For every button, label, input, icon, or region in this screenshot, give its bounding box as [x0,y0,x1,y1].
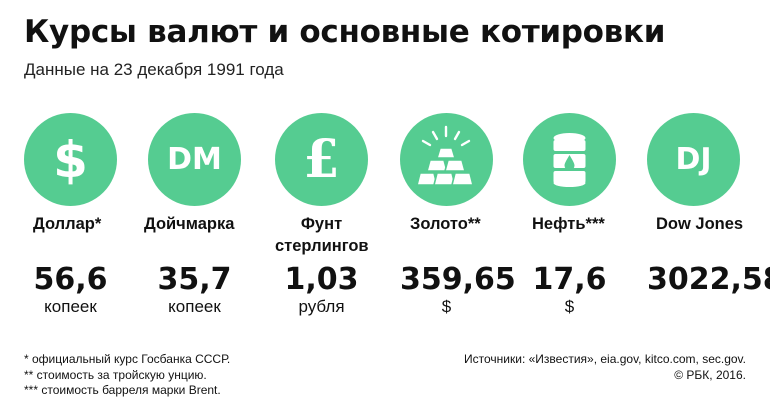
quote-value-deutschmark: 35,7 [157,262,232,297]
quote-value-pound: 1,03 [284,262,359,297]
footnote-1: * официальный курс Госбанка СССР. [24,352,231,366]
footnote-3: *** стоимость барреля марки Brent. [24,383,221,397]
quote-unit-dollar: копеек [44,297,97,316]
gold-bars-icon [400,113,493,206]
quote-value-gold: 359,65 [400,262,516,297]
footnote-2: ** стоимость за тройскую унцию. [24,367,207,382]
dollar-icon: $ [24,113,117,206]
quotes-row: $ Доллар* 56,6 копеек DM Дойчмарка 35,7 … [24,113,770,316]
deutschmark-icon: DM [148,113,241,206]
oil-barrel-icon [523,113,616,206]
sources-line: Источники: «Известия», eia.gov, kitco.co… [464,352,746,366]
quote-value-dollar: 56,6 [33,262,108,297]
copyright-line: © РБК, 2016. [674,367,746,382]
quote-label-pound: Фунт стерлингов [275,215,369,255]
quote-value-oil: 17,6 [532,262,607,297]
pound-icon: £ [275,113,368,206]
footnotes: * официальный курс Госбанка СССР. ** сто… [24,352,230,399]
quote-label-dollar: Доллар* [33,215,102,233]
dow-jones-icon: DJ [647,113,740,206]
quote-label-gold: Золото** [410,215,481,233]
quote-unit-pound: рубля [298,297,345,316]
quote-unit-deutschmark: копеек [168,297,221,316]
quote-label-oil: Нефть*** [532,215,605,233]
quote-value-dow-jones: 3022,58 [647,262,770,297]
page-subtitle: Данные на 23 декабря 1991 года [24,60,284,79]
quote-label-dow-jones: Dow Jones [656,215,744,233]
quote-unit-gold: $ [441,297,452,316]
quote-label-deutschmark: Дойчмарка [144,215,235,233]
oil-barrel-icon-graphic [553,133,586,187]
sources: Источники: «Известия», eia.gov, kitco.co… [464,352,746,383]
page-title: Курсы валют и основные котировки [24,14,666,50]
quote-unit-oil: $ [564,297,575,316]
gold-bars-icon-graphic [416,125,474,186]
